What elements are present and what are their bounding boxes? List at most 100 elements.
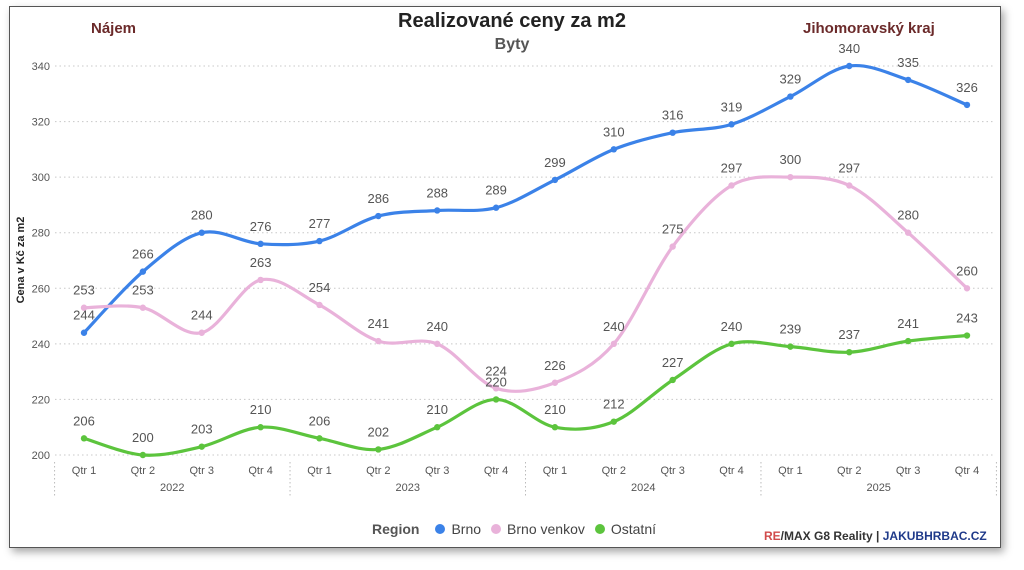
data-point [963,332,971,339]
x-tick-label: Qtr 4 [955,465,979,477]
data-point [669,376,676,384]
brand-separator: | [872,529,883,543]
data-point [492,396,500,403]
data-label: 340 [838,41,860,56]
data-point [257,424,264,431]
data-label: 200 [132,430,154,445]
year-label: 2023 [396,482,420,494]
data-label: 210 [250,402,272,417]
data-label: 288 [426,185,448,200]
year-label: 2025 [866,482,890,494]
y-tick-label: 240 [32,339,50,351]
data-point [551,379,559,386]
y-tick-label: 320 [32,117,50,129]
year-label: 2024 [631,482,655,494]
data-point [80,435,88,442]
brand-footer: RE/MAX G8 Reality | JAKUBHRBAC.CZ [764,529,987,543]
legend-item-brno-venkov[interactable]: Brno venkov [507,521,585,537]
data-point [610,340,617,348]
data-point [904,76,912,84]
data-label: 329 [780,72,802,87]
data-point [139,304,147,311]
legend-item-ostatni[interactable]: Ostatní [610,521,656,537]
data-point [846,348,853,356]
y-axis-title: Cena v Kč za m2 [15,217,27,304]
data-point [904,337,912,345]
data-point [846,182,853,189]
data-point [198,229,205,236]
y-tick-label: 300 [32,172,50,184]
data-label: 237 [838,327,860,342]
data-label: 275 [662,222,684,237]
data-point [80,329,88,336]
data-point [492,204,500,211]
legend-marker-ostatni[interactable] [594,524,605,534]
data-label: 286 [367,191,389,206]
data-label: 263 [250,255,272,270]
data-point [610,146,617,153]
legend-item-brno[interactable]: Brno [451,521,482,537]
data-label: 254 [309,280,331,295]
data-label: 227 [662,355,684,370]
data-point [198,443,205,450]
data-point [434,340,441,348]
series-layer [80,62,971,459]
x-tick-label: Qtr 1 [778,465,802,477]
y-tick-label: 220 [32,394,50,406]
region-tag: Jihomoravský kraj [803,20,935,37]
series-line-2 [82,333,969,457]
data-point [787,343,794,350]
x-tick-label: Qtr 4 [248,465,272,477]
data-point [316,237,323,245]
x-tick-label: Qtr 2 [837,465,861,477]
data-label: 300 [780,152,802,167]
data-label: 260 [956,263,978,278]
x-axis: Qtr 1 Qtr 2 Qtr 3 Qtr 4 Qtr 1 Qtr 2 Qtr 3 Qtr 4… [54,462,997,497]
chart-title: Realizované ceny za m2 [398,10,626,32]
y-axis: 200 220 240 260 280 300 320 340 Cena v Kč za m2 [15,61,50,462]
data-label: 335 [897,55,919,70]
data-label: 203 [191,422,213,437]
legend-marker-brno[interactable] [435,524,446,534]
data-point [139,451,147,459]
brand-site-link[interactable]: JAKUBHRBAC.CZ [882,529,987,543]
legend-title: Region [372,521,420,537]
data-label: 241 [897,316,919,331]
rental-tag: Nájem [91,20,137,37]
x-tick-label: Qtr 3 [660,465,684,477]
data-point [257,276,264,284]
x-tick-label: Qtr 2 [131,465,155,477]
data-point [375,212,382,220]
data-label: 299 [544,155,566,170]
data-point [551,176,559,184]
chart-frame [9,6,1001,548]
data-point [198,329,205,336]
data-label: 244 [73,308,95,323]
data-point [316,435,323,442]
data-point [139,268,147,275]
data-label: 253 [132,283,154,298]
data-point [787,173,794,181]
data-label: 226 [544,358,566,373]
data-label: 253 [73,283,95,298]
data-point [669,129,676,136]
data-point [728,182,735,189]
legend-marker-brno-venkov[interactable] [491,524,502,534]
x-tick-label: Qtr 3 [896,465,920,477]
data-point [316,301,323,309]
y-tick-label: 260 [32,283,50,295]
data-label: 316 [662,108,684,123]
data-label: 224 [485,363,507,378]
x-tick-label: Qtr 3 [425,465,449,477]
data-label: 241 [367,316,389,331]
data-point [669,243,676,250]
data-label: 210 [426,402,448,417]
y-tick-label: 200 [32,450,50,462]
x-tick-label: Qtr 1 [307,465,331,477]
data-label: 220 [485,374,507,389]
data-label: 239 [780,322,802,337]
x-tick-label: Qtr 3 [190,465,214,477]
y-tick-label: 340 [32,61,50,73]
y-tick-label: 280 [32,228,50,240]
